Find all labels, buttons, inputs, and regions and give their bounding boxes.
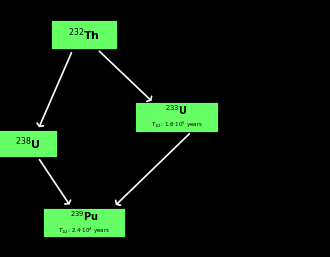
Text: $T_{1/2}$: 2.4$\cdot$10$^{4}$ years: $T_{1/2}$: 2.4$\cdot$10$^{4}$ years [58, 225, 110, 235]
FancyBboxPatch shape [0, 130, 57, 157]
FancyBboxPatch shape [43, 208, 125, 237]
FancyBboxPatch shape [51, 20, 117, 49]
Text: $^{238}$U: $^{238}$U [16, 136, 41, 152]
Text: $^{233}$U: $^{233}$U [165, 104, 188, 117]
Text: $^{239}$Pu: $^{239}$Pu [70, 209, 99, 223]
Text: $^{232}$Th: $^{232}$Th [68, 26, 100, 43]
Text: $T_{1/2}$: 1.6$\cdot$10$^{5}$ years: $T_{1/2}$: 1.6$\cdot$10$^{5}$ years [150, 120, 203, 130]
FancyBboxPatch shape [135, 102, 218, 132]
